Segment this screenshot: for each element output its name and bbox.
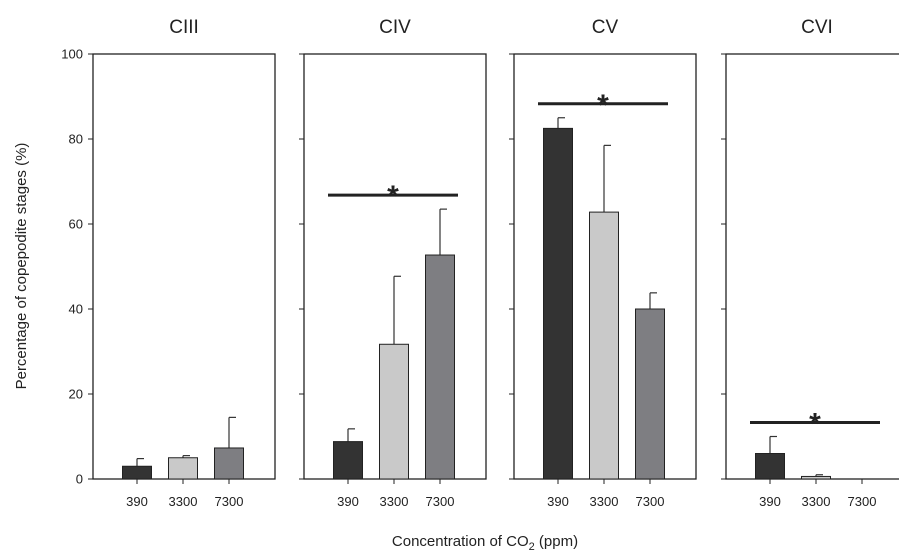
x-axis-label-subscript: 2 <box>529 541 535 552</box>
x-tick-label-cvi-7300: 7300 <box>848 494 877 509</box>
x-tick-label-ciii-7300: 7300 <box>215 494 244 509</box>
y-tick-label-60: 60 <box>69 217 83 232</box>
panel-title-cv: CV <box>592 17 619 38</box>
y-tick-label-80: 80 <box>69 132 83 147</box>
panel-frame-ciii <box>92 53 276 480</box>
bar-cv-3300 <box>589 211 619 480</box>
y-tick-label-0: 0 <box>76 472 83 487</box>
x-axis-label-unit: (ppm) <box>535 533 578 550</box>
x-tick-label-cv-3300: 3300 <box>590 494 619 509</box>
bar-cvi-390 <box>755 453 785 480</box>
y-tick-label-20: 20 <box>69 387 83 402</box>
bar-ciii-7300 <box>214 447 244 480</box>
y-tick-label-40: 40 <box>69 302 83 317</box>
significance-marker-civ: * <box>387 180 399 213</box>
x-tick-label-ciii-390: 390 <box>126 494 148 509</box>
x-tick-label-cv-390: 390 <box>547 494 569 509</box>
bar-civ-390 <box>333 441 363 480</box>
bar-ciii-390 <box>122 465 152 480</box>
y-axis-label: Percentage of copepodite stages (%) <box>13 143 30 390</box>
bar-cvi-3300 <box>801 475 831 480</box>
panel-title-ciii: CIII <box>169 17 199 38</box>
x-tick-label-civ-390: 390 <box>337 494 359 509</box>
bar-cv-7300 <box>635 308 665 480</box>
x-tick-label-ciii-3300: 3300 <box>169 494 198 509</box>
panel-title-cvi: CVI <box>801 17 833 38</box>
significance-marker-cvi: * <box>809 408 821 441</box>
x-axis-label-main: Concentration of CO <box>392 533 529 550</box>
y-tick-label-100: 100 <box>61 47 83 62</box>
significance-marker-cv: * <box>597 89 609 122</box>
x-tick-label-cv-7300: 7300 <box>636 494 665 509</box>
bar-civ-3300 <box>379 343 409 480</box>
x-tick-label-civ-7300: 7300 <box>426 494 455 509</box>
panels: CIII 0 20 40 60 80 100 390 3300 7300 CIV 390 3300 730… <box>61 17 899 509</box>
bar-cv-390 <box>543 127 573 480</box>
x-axis-label: Concentration of CO2 (ppm) <box>392 533 578 552</box>
bar-ciii-3300 <box>168 457 198 480</box>
panel-title-civ: CIV <box>379 17 411 38</box>
x-tick-label-cvi-390: 390 <box>759 494 781 509</box>
bar-civ-7300 <box>425 254 455 480</box>
x-tick-label-civ-3300: 3300 <box>380 494 409 509</box>
x-tick-label-cvi-3300: 3300 <box>802 494 831 509</box>
